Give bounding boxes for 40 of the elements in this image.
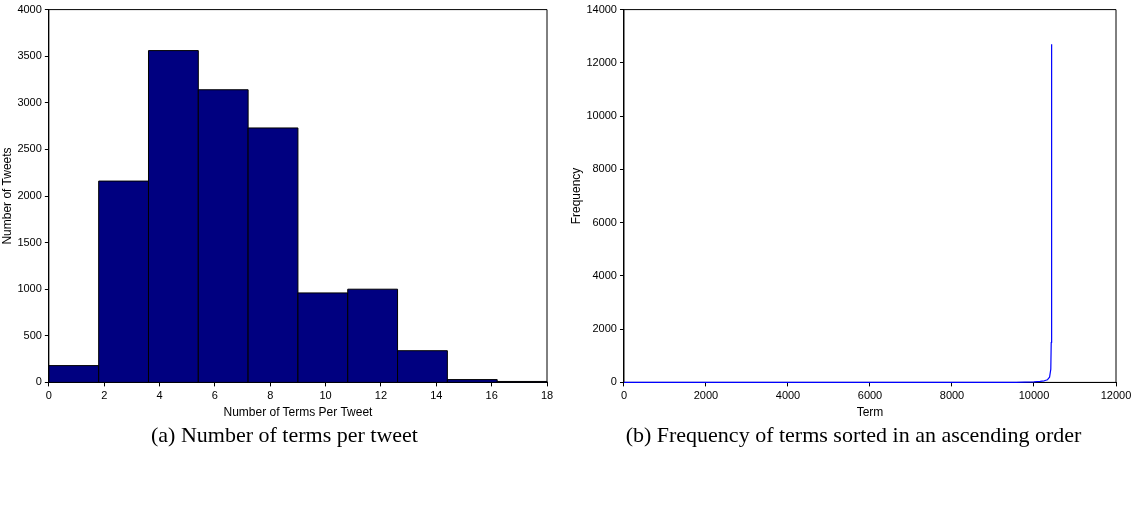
y-tick-label: 6000 bbox=[592, 215, 617, 228]
y-axis-title: Frequency bbox=[568, 167, 583, 225]
x-tick-label: 6000 bbox=[857, 389, 883, 402]
text: (a) Number of terms per tweet bbox=[150, 422, 419, 448]
x-axis-title: Number of Terms Per Tweet bbox=[223, 405, 374, 420]
y-tick-label: 0 bbox=[35, 375, 42, 388]
x-tick-label: 8 bbox=[267, 389, 274, 402]
x-tick-label: 16 bbox=[485, 389, 498, 402]
x-tick-label: 10000 bbox=[1018, 389, 1050, 402]
x-tick-label: 6 bbox=[211, 389, 218, 402]
y-tick-label: 3000 bbox=[17, 95, 42, 108]
x-tick-label: 14 bbox=[430, 389, 443, 402]
x-tick-label: 0 bbox=[45, 389, 52, 402]
x-tick-label: 2 bbox=[101, 389, 108, 402]
x-tick-label: 4000 bbox=[775, 389, 801, 402]
y-tick-label: 14000 bbox=[586, 2, 617, 15]
y-tick-label: 2500 bbox=[17, 142, 42, 155]
y-tick-label: 10000 bbox=[586, 109, 617, 122]
x-tick-label: 0 bbox=[620, 389, 628, 402]
y-tick-label: 8000 bbox=[592, 162, 617, 175]
y-tick-label: 500 bbox=[23, 328, 42, 341]
y-tick-label: 1000 bbox=[17, 282, 42, 295]
x-tick-label: 2000 bbox=[693, 389, 719, 402]
x-tick-label: 4 bbox=[156, 389, 163, 402]
y-tick-label: 4000 bbox=[592, 268, 617, 281]
y-tick-label: 1500 bbox=[17, 235, 42, 248]
x-tick-label: 10 bbox=[319, 389, 332, 402]
y-tick-label: 2000 bbox=[17, 189, 42, 202]
y-tick-label: 4000 bbox=[17, 2, 42, 15]
y-axis-title: Number of Tweets bbox=[0, 147, 14, 245]
y-tick-label: 3500 bbox=[17, 49, 42, 62]
y-tick-label: 0 bbox=[610, 375, 617, 388]
y-tick-label: 2000 bbox=[592, 322, 617, 335]
y-tick-label: 12000 bbox=[586, 55, 617, 68]
x-tick-label: 12000 bbox=[1100, 389, 1132, 402]
x-axis-title: Term bbox=[856, 405, 884, 420]
x-tick-label: 18 bbox=[540, 389, 554, 402]
x-tick-label: 12 bbox=[374, 389, 388, 402]
text: (b) Frequency of terms sorted in an ascending order bbox=[624, 422, 1083, 448]
x-tick-label: 8000 bbox=[939, 389, 965, 402]
